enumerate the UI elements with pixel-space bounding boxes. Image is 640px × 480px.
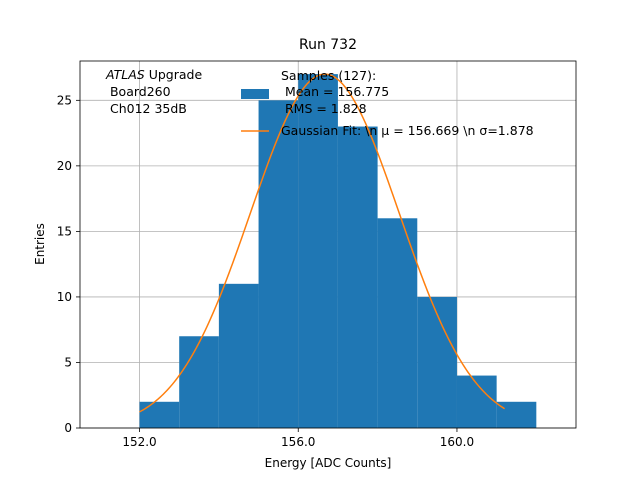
histogram-bar-3	[258, 100, 299, 429]
annotation-channel-line: Ch012 35dB	[106, 101, 187, 116]
gaussian-fit-curve	[139, 73, 505, 413]
annotation-upgrade-word: Upgrade	[145, 67, 203, 82]
tick-labels: 152.0 156.0 160.0 0 5 10 15 20 25	[57, 93, 474, 449]
histogram-bar-0	[139, 401, 180, 428]
histogram-bar-2	[218, 283, 259, 428]
annotation-board-line: Board260	[106, 84, 171, 99]
histogram-bar-7	[417, 296, 457, 428]
histogram-bar-1	[179, 336, 219, 428]
legend-samples-line-2: Mean = 156.775	[281, 84, 389, 99]
histogram-bars	[139, 74, 537, 429]
axes	[79, 60, 577, 429]
histogram-bar-6	[377, 218, 418, 428]
histogram-bar-9	[496, 401, 537, 428]
x-tick-label-2: 160.0	[440, 435, 474, 449]
plot-frame	[79, 60, 577, 429]
legend-samples-line-3: RMS = 1.828	[281, 101, 367, 116]
histogram-bar-4	[298, 74, 338, 428]
annotation-atlas-word: ATLAS	[105, 67, 145, 82]
atlas-annotation: ATLAS Upgrade Board260 Ch012 35dB	[105, 67, 202, 116]
legend-samples-line-1: Samples (127):	[281, 68, 376, 83]
x-tick-label-1: 156.0	[281, 435, 315, 449]
gaussian-fit-layer	[139, 73, 505, 413]
legend-fit-label: Gaussian Fit: \n μ = 156.669 \n σ=1.878	[281, 123, 534, 138]
legend-samples-swatch	[241, 89, 269, 99]
x-axis-label: Energy [ADC Counts]	[265, 456, 392, 470]
y-tick-label-3: 15	[57, 224, 72, 238]
chart-title: Run 732	[299, 37, 357, 53]
y-tick-label-2: 10	[57, 290, 72, 304]
y-tick-label-4: 20	[57, 159, 72, 173]
y-tick-label-5: 25	[57, 93, 72, 107]
y-axis-label: Entries	[33, 223, 47, 265]
y-tick-label-0: 0	[64, 421, 72, 435]
legend: Samples (127): Mean = 156.775 RMS = 1.82…	[241, 68, 534, 138]
y-tick-label-1: 5	[64, 355, 72, 369]
x-tick-label-0: 152.0	[122, 435, 156, 449]
histogram-bar-5	[337, 126, 378, 429]
svg-text:ATLAS Upgrade: ATLAS Upgrade	[105, 67, 202, 82]
